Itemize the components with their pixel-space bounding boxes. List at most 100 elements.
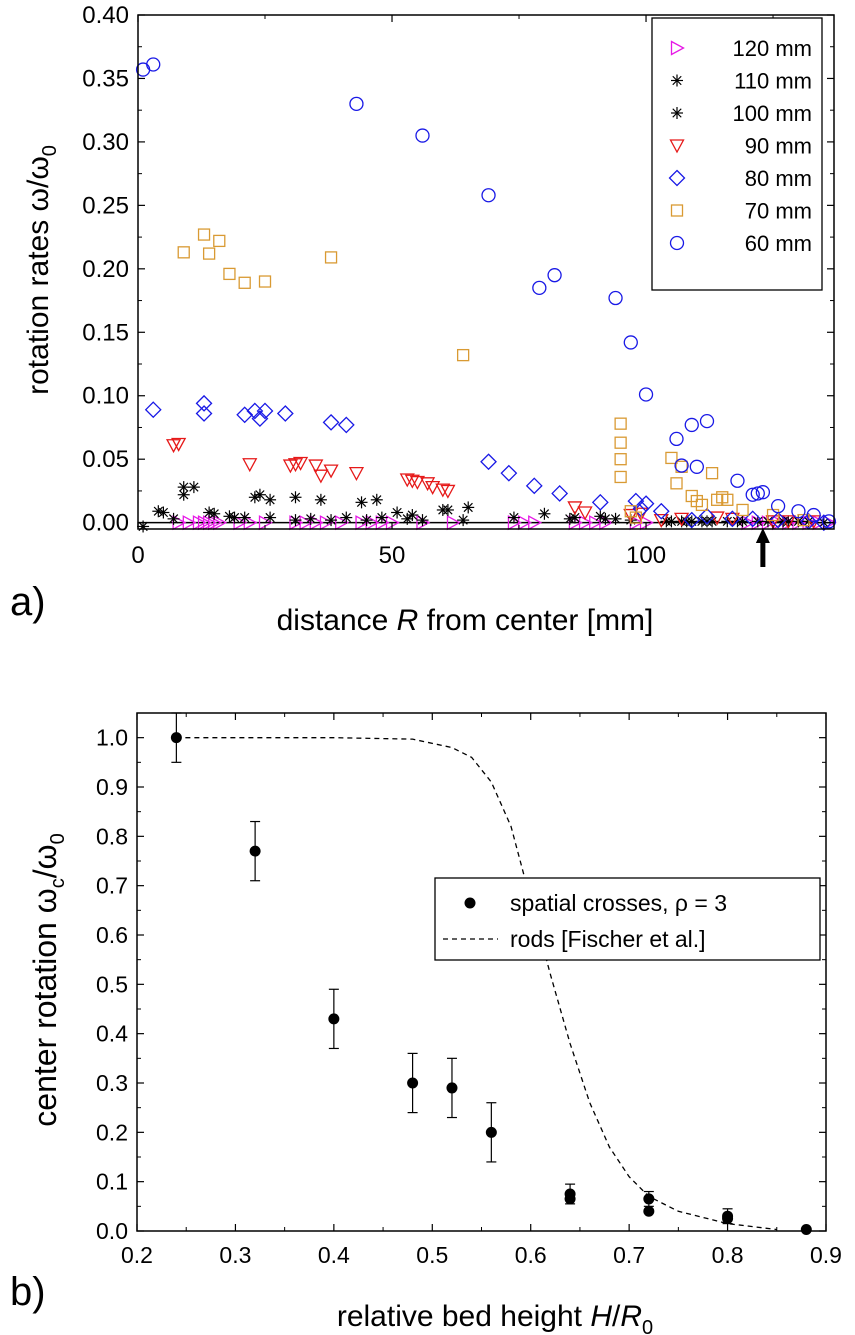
panel-a-point [765, 515, 781, 530]
panel-b-ytick-label: 1.0 [96, 725, 128, 751]
panel-a-point [547, 268, 562, 283]
panel-a-point [404, 474, 420, 489]
panel-b-legend-label: spatial crosses, ρ = 3 [510, 890, 727, 916]
panel-a-point [375, 511, 388, 524]
panel-a-point [723, 510, 741, 528]
panel-b-point [249, 845, 261, 857]
panel-a-point [340, 511, 353, 524]
panel-a-point [167, 512, 180, 525]
panel-a-point [614, 470, 627, 484]
panel-b-legend-box [434, 877, 821, 961]
panel-a-point [446, 515, 461, 531]
panel-a-point [152, 505, 165, 518]
panel-b-ytick-label: 0.7 [96, 873, 128, 899]
panel-a-point [755, 485, 771, 500]
panel-a-xtick-label: 100 [626, 542, 666, 569]
panel-b-ylabel: center rotation ωc/ω0 [27, 833, 69, 1126]
panel-a-point [538, 507, 551, 520]
panel-a-point [406, 509, 419, 522]
panel-a-point [577, 506, 593, 521]
panel-a-point [500, 464, 518, 482]
panel-a-point [213, 234, 226, 248]
panel-a-point [360, 514, 373, 527]
panel-a-ytick-label: 0.30 [82, 129, 129, 156]
panel-a-point [724, 512, 740, 527]
panel-a-point [228, 511, 241, 524]
panel-a-ytick-label: 0.25 [82, 192, 129, 219]
panel-a-point [721, 493, 734, 506]
panel-a-point [525, 477, 543, 495]
panel-a-legend: 120 mm 110 mm 100 mm 90 mm 80 mm 70 mm 60 mm [651, 17, 823, 291]
panel-a-point [594, 510, 607, 523]
panel-a-point [780, 515, 796, 530]
panel-a-point [551, 485, 569, 502]
panel-a-point [425, 480, 441, 495]
panel-a-point [248, 491, 261, 504]
panel-a-point [391, 506, 404, 519]
panel-a-point [182, 515, 197, 531]
panel-a-point [213, 515, 228, 531]
panel-b-ytick-label: 0.8 [96, 823, 128, 849]
panel-a-point [695, 498, 709, 512]
panel-a-series [152, 488, 805, 528]
panel-a-point [517, 515, 532, 531]
panel-a-point [806, 507, 821, 523]
panel-a-point [335, 515, 350, 531]
panel-b-xtick-label: 0.9 [810, 1242, 842, 1268]
panel-a-point [441, 503, 454, 516]
panel-a-point [730, 473, 745, 488]
panel-a-point [683, 511, 701, 529]
panel-b-xtick-label: 0.3 [219, 1242, 251, 1268]
panel-a-point [322, 413, 340, 431]
panel-b-point [643, 1193, 655, 1205]
panel-a-point [709, 511, 725, 526]
panel-a-xlabel: distance R from center [mm] [277, 604, 654, 637]
panel-a-point [187, 481, 200, 494]
panel-a-legend-label: 110 mm [734, 69, 812, 94]
panel-a-point [177, 246, 190, 259]
panel-a-series [165, 437, 822, 530]
panel-a-point [314, 493, 327, 506]
panel-a-point [195, 405, 213, 422]
panel-a-point [769, 511, 787, 529]
panel-a-point [349, 96, 364, 111]
panel-a-label: a) [10, 580, 46, 624]
panel-a-point [665, 451, 678, 465]
panel-a-point [202, 515, 217, 531]
panel-a-point [289, 514, 302, 527]
panel-a-point [264, 511, 277, 524]
panel-b-xtick-label: 0.8 [712, 1242, 744, 1268]
panel-a-point [744, 510, 762, 528]
panel-a-point [532, 280, 547, 296]
panel-a-xtick-label: 50 [379, 542, 406, 569]
panel-a-legend-marker [671, 107, 683, 119]
panel-a-point [670, 477, 683, 490]
panel-a-legend-marker [668, 169, 686, 187]
panel-b-ytick-label: 0.3 [96, 1070, 128, 1096]
panel-b-ytick-label: 0.4 [96, 1021, 128, 1047]
panel-a-point [195, 394, 213, 412]
panel-b-point [564, 1193, 576, 1205]
panel-a-point [256, 402, 274, 420]
panel-a-point [264, 493, 277, 506]
panel-a-point [633, 507, 649, 522]
panel-b-ytick-label: 0.2 [96, 1119, 128, 1145]
panel-a-point [665, 515, 678, 528]
panel-b-ytick-label: 0.9 [96, 774, 128, 800]
panel-a-point [319, 515, 334, 531]
panel-b-xtick-label: 0.2 [121, 1242, 153, 1268]
panel-a-point [171, 437, 187, 452]
panel-a-point [323, 464, 339, 479]
panel-a-ytick-label: 0.10 [82, 383, 129, 410]
panel-b: 0.0 0.1 0.2 0.3 0.4 0.5 0.6 0.7 0.8 0.9 1.0 0.2 0.3 0… [10, 712, 842, 1335]
panel-a-point [308, 459, 324, 474]
panel-a-ytick-label: 0.35 [82, 65, 129, 92]
panel-a-point [242, 458, 258, 473]
panel-a-axes: 0.00 0.05 0.10 0.15 0.20 0.25 0.30 0.35 0.40 0 50 1… [82, 2, 835, 569]
panel-a-point [202, 247, 216, 260]
panel-b-legend: spatial crosses, ρ = 3 rods [Fischer et a… [434, 877, 821, 961]
panel-a-point [236, 406, 254, 424]
panel-a-point [770, 499, 786, 514]
panel-b-point [722, 1213, 734, 1225]
panel-a-point [480, 453, 497, 471]
